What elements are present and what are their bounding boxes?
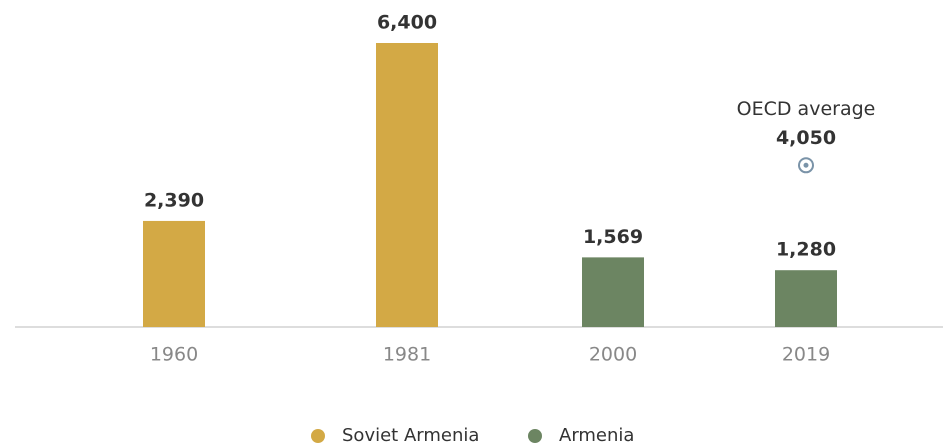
oecd-label: OECD average	[737, 98, 876, 120]
x-tick-label: 2019	[782, 344, 830, 366]
x-tick-label: 1960	[150, 344, 198, 366]
oecd-marker-dot	[803, 162, 809, 168]
legend-swatch	[311, 429, 325, 443]
value-label: 2,390	[144, 189, 204, 211]
x-tick-label: 1981	[383, 344, 431, 366]
bar	[775, 270, 837, 327]
legend-label: Soviet Armenia	[342, 425, 479, 446]
value-label: 1,569	[583, 226, 643, 248]
bar	[582, 257, 644, 327]
oecd-value: 4,050	[776, 127, 836, 149]
bar	[143, 220, 205, 327]
value-label: 6,400	[377, 12, 437, 34]
bar	[376, 43, 438, 327]
x-tick-label: 2000	[589, 344, 637, 366]
value-label: 1,280	[776, 239, 836, 261]
legend-swatch	[528, 429, 542, 443]
legend-label: Armenia	[559, 425, 634, 446]
